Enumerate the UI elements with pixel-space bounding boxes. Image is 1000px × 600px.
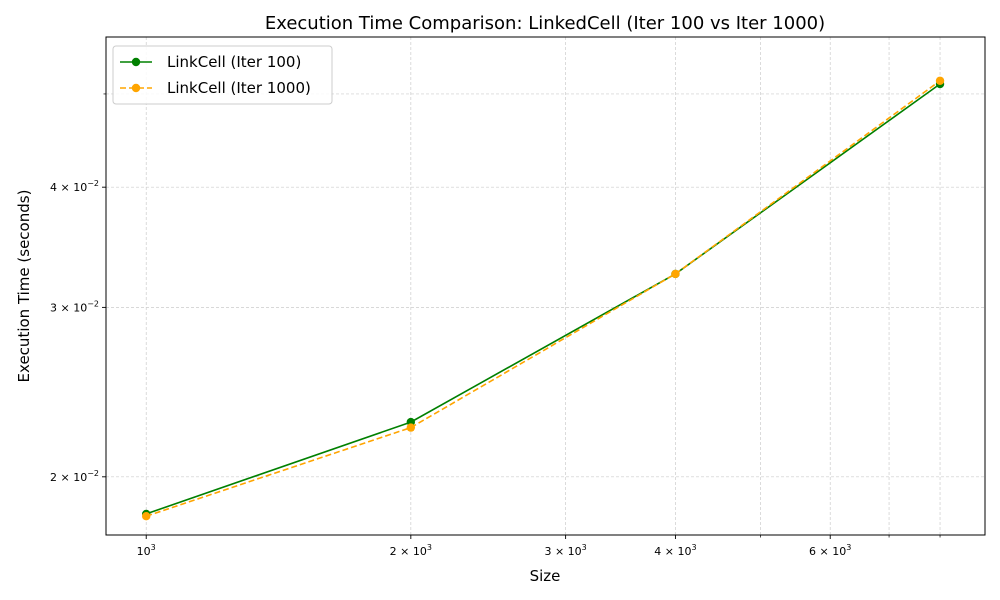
- series-line-0: [145, 83, 941, 515]
- data-point-series-1: [935, 76, 945, 85]
- x-tick-label: 3 × 103: [544, 543, 586, 558]
- y-tick-label: 3 × 10−2: [50, 299, 99, 314]
- legend-marker-iter100: [131, 57, 141, 67]
- y-axis-label: Execution Time (seconds): [15, 190, 33, 383]
- series-layer: [142, 76, 945, 521]
- x-tick-label: 4 × 103: [654, 543, 696, 558]
- tick-layer: 103 2 × 103 3 × 103 4 × 103 6 × 103 2 × 10−2 3…: [50, 93, 941, 558]
- legend: LinkCell (Iter 100) LinkCell (Iter 1000): [112, 45, 333, 105]
- x-tick-label: 103: [137, 543, 156, 558]
- legend-label-iter1000: LinkCell (Iter 1000): [167, 79, 311, 97]
- y-tick-label: 2 × 10−2: [50, 469, 99, 484]
- chart-title: Execution Time Comparison: LinkedCell (I…: [265, 13, 825, 34]
- grid-layer: [106, 37, 985, 535]
- legend-marker-iter1000: [131, 83, 141, 93]
- data-point-series-1: [671, 269, 680, 279]
- legend-box: [112, 45, 333, 105]
- legend-label-iter100: LinkCell (Iter 100): [167, 53, 301, 71]
- data-point-series-1: [406, 423, 416, 432]
- plot-frame: [105, 36, 986, 536]
- data-point-series-1: [142, 512, 151, 521]
- x-tick-label: 2 × 103: [390, 543, 432, 558]
- series-line-1: [145, 80, 941, 517]
- x-tick-label: 6 × 103: [809, 543, 851, 558]
- y-tick-label: 4 × 10−2: [50, 179, 99, 194]
- x-axis-label: Size: [530, 567, 561, 585]
